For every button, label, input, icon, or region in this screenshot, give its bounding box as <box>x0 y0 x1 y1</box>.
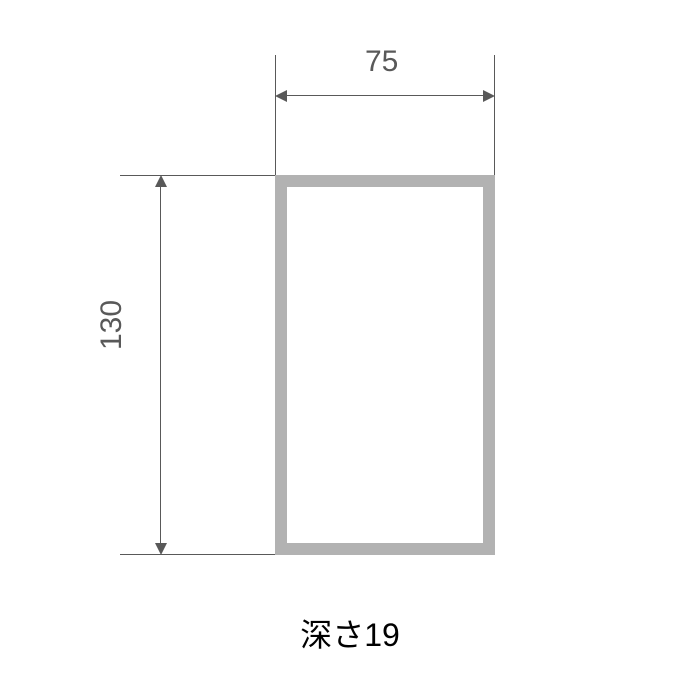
dim-top-arrow-right <box>483 90 495 102</box>
dim-left-arrow-bottom <box>155 543 167 555</box>
dim-top-ext-left <box>275 55 276 175</box>
dim-top-line <box>287 95 483 96</box>
dim-left-arrow-top <box>155 175 167 187</box>
dim-left-label: 130 <box>95 300 129 350</box>
dim-left-ext-bottom <box>120 554 275 555</box>
rect-inner <box>287 187 483 543</box>
dim-left-line <box>160 187 161 543</box>
dim-top-ext-right <box>494 55 495 175</box>
dim-top-label: 75 <box>365 45 398 79</box>
dim-top-arrow-left <box>275 90 287 102</box>
diagram-canvas: 75 130 深さ19 <box>0 0 700 700</box>
depth-label: 深さ19 <box>0 610 700 656</box>
dim-left-ext-top <box>120 175 275 176</box>
